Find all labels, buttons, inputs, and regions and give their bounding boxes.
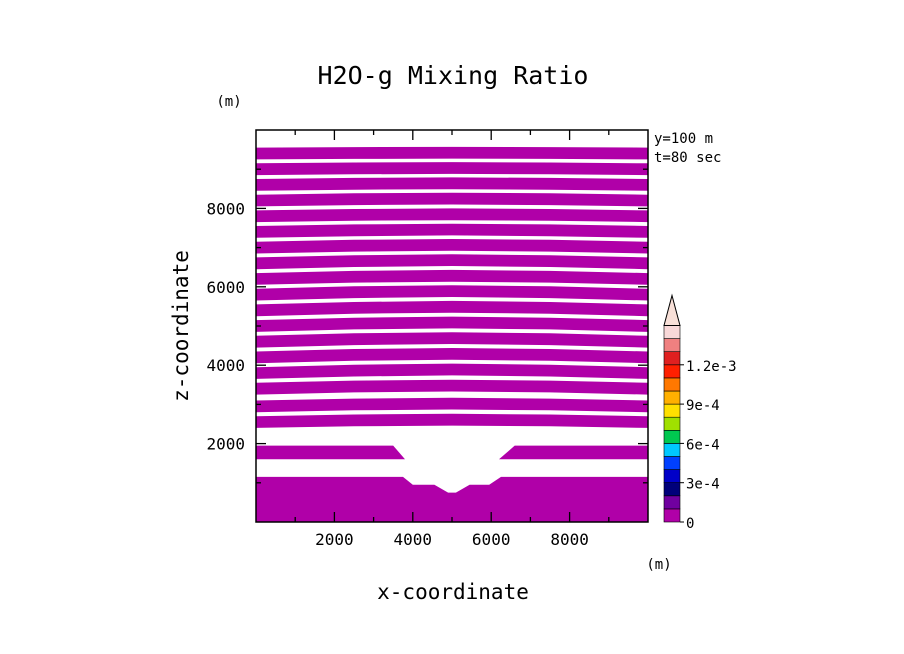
colorbar-swatch: [663, 443, 681, 457]
colorbar-swatch: [663, 325, 681, 339]
x-tick-label: 8000: [550, 530, 589, 549]
contour-band-15: [256, 177, 648, 191]
colorbar-swatch: [663, 508, 681, 523]
plot-area: [255, 129, 649, 523]
colorbar-swatch: [663, 351, 681, 366]
colorbar-swatch: [663, 364, 681, 379]
x-tick-label: 4000: [394, 530, 433, 549]
contour-band-6: [256, 316, 648, 332]
y-tick-label: 6000: [206, 278, 245, 297]
contour-band-11: [256, 239, 648, 254]
contour-band-14: [256, 192, 648, 207]
colorbar-extend-arrow: [663, 293, 681, 326]
contour-band-10: [256, 254, 648, 270]
colorbar-swatch: [663, 416, 681, 431]
x-tick-label: 6000: [472, 530, 511, 549]
contour-band-8: [256, 285, 648, 301]
contour-band-13: [256, 208, 648, 223]
colorbar-label: 1.2e-3: [686, 359, 737, 375]
y-tick-labels: 2000 4000 6000 8000: [206, 199, 245, 453]
colorbar-label: 3e-4: [686, 477, 720, 493]
contour-band-1: [256, 397, 648, 413]
colorbar-labels: 0 3e-4 6e-4 9e-4 1.2e-3: [680, 359, 737, 532]
colorbar-swatch: [663, 403, 681, 418]
x-tick-labels: 2000 4000 6000 8000: [315, 530, 589, 549]
contour-base-region: [256, 476, 648, 522]
colorbar-swatch: [663, 495, 681, 510]
contour-band-12: [256, 223, 648, 238]
contour-band-3: [256, 363, 648, 379]
chart-title: H2O-g Mixing Ratio: [318, 61, 589, 90]
x-tick-label: 2000: [315, 530, 354, 549]
contour-band-2: [256, 379, 648, 395]
y-unit-label: (m): [216, 94, 241, 110]
contour-band-17: [256, 146, 648, 160]
colorbar-label: 0: [686, 516, 694, 532]
info-line-1: y=100 m: [654, 131, 713, 147]
contour-band-lower-left: [256, 445, 405, 460]
colorbar-swatch: [663, 456, 681, 470]
colorbar-label: 6e-4: [686, 437, 720, 453]
colorbar-swatch: [663, 429, 681, 444]
contour-band-lower-right: [499, 445, 648, 460]
colorbar-swatch: [663, 338, 681, 353]
y-axis-label: z-coordinate: [169, 250, 193, 402]
colorbar-swatch: [663, 482, 681, 497]
colorbar-swatch: [663, 390, 681, 405]
contour-band-16: [256, 162, 648, 176]
y-tick-label: 4000: [206, 356, 245, 375]
axis-ticks: [256, 130, 648, 522]
contour-fill-layer: [256, 146, 648, 522]
contour-band-5: [256, 332, 648, 348]
y-tick-label: 2000: [206, 435, 245, 454]
colorbar: [663, 293, 681, 523]
contour-band-7: [256, 300, 648, 317]
contour-band-4: [256, 348, 648, 364]
y-tick-label: 8000: [206, 199, 245, 218]
colorbar-label: 9e-4: [686, 398, 720, 414]
x-axis-label: x-coordinate: [377, 580, 529, 604]
contour-band-9: [256, 269, 648, 285]
info-line-2: t=80 sec: [654, 150, 721, 166]
colorbar-swatch: [663, 377, 681, 392]
contour-band-0: [256, 413, 648, 428]
colorbar-swatch: [663, 469, 681, 484]
x-unit-label: (m): [646, 557, 671, 573]
